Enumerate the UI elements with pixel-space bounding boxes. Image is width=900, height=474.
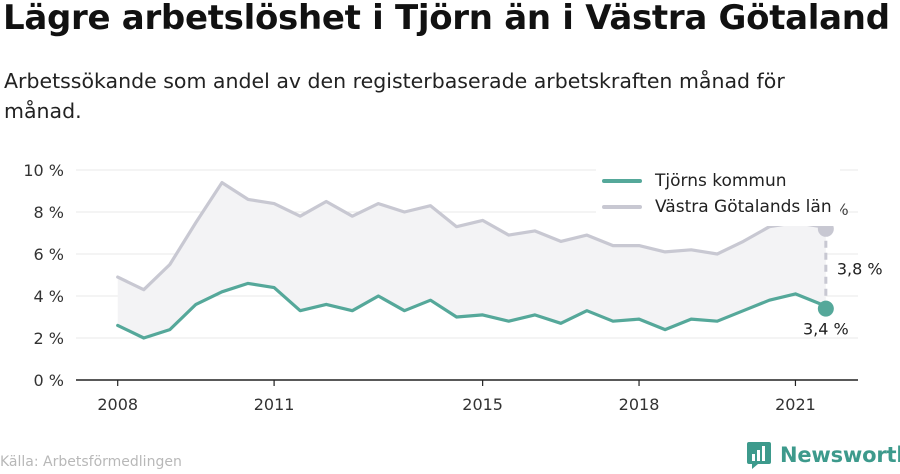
legend-label-vg: Västra Götalands län (655, 197, 832, 217)
source-note: Källa: Arbetsförmedlingen (0, 454, 182, 470)
series-line-tjorn (116, 281, 828, 340)
end-point-tjorn (817, 300, 834, 317)
chart-subtitle: Arbetssökande som andel av den registerb… (4, 69, 785, 123)
newsworthy-logo-icon (747, 442, 771, 469)
y-tick-label: 10 % (23, 161, 64, 180)
legend-item-vg: Västra Götalands län (602, 194, 832, 220)
difference-label: 3,8 % (837, 260, 883, 279)
chart-title: Lägre arbetslöshet i Tjörn än i Västra G… (3, 0, 890, 38)
x-tick-label: 2011 (254, 395, 295, 414)
legend-label-tjorn: Tjörns kommun (655, 171, 787, 191)
end-label-tjorn: 3,4 % (803, 320, 849, 339)
legend-item-tjorn: Tjörns kommun (602, 168, 832, 194)
y-tick-label: 4 % (34, 287, 64, 306)
x-tick-label: 2015 (462, 395, 503, 414)
y-tick-label: 8 % (34, 203, 64, 222)
x-tick-label: 2021 (775, 395, 816, 414)
legend-swatch-vg (602, 205, 642, 209)
x-tick-label: 2008 (97, 395, 138, 414)
series-line-vg (116, 181, 828, 292)
brand-logo[interactable]: Newsworthy (746, 441, 900, 469)
y-tick-label: 0 % (34, 371, 64, 390)
brand-name: Newsworthy (780, 443, 900, 467)
y-tick-label: 2 % (34, 329, 64, 348)
x-tick-label: 2018 (619, 395, 660, 414)
legend: Tjörns kommun Västra Götalands län (596, 166, 840, 226)
legend-swatch-tjorn (602, 179, 642, 183)
difference-band (117, 182, 826, 338)
y-tick-label: 6 % (34, 245, 64, 264)
